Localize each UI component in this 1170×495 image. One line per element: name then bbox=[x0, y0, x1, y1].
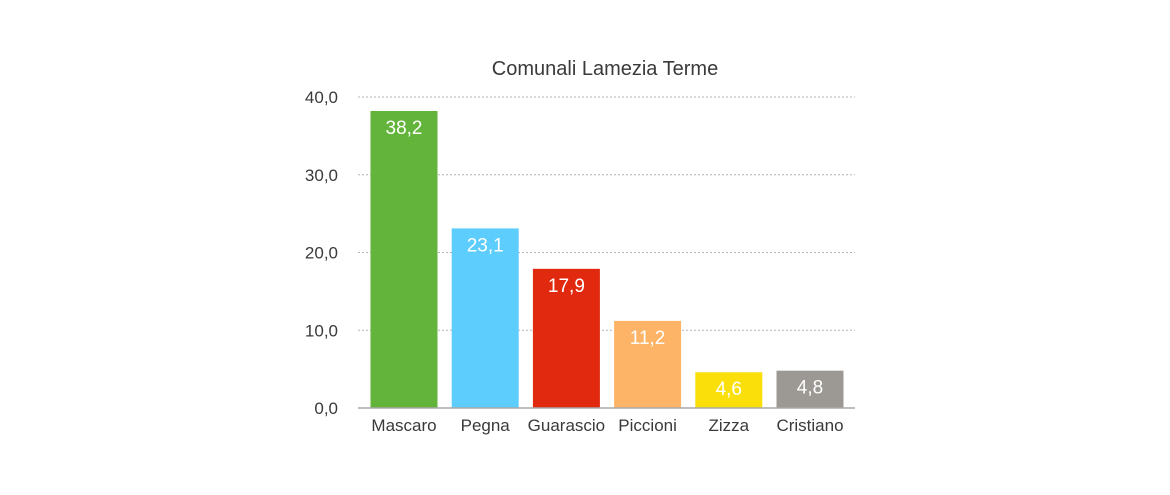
bar-mascaro bbox=[370, 110, 438, 409]
y-tick-label: 30,0 bbox=[305, 166, 338, 185]
category-label: Zizza bbox=[708, 416, 749, 435]
data-labels: 38,2 23,1 17,9 11,2 4,6 4,8 bbox=[386, 118, 824, 400]
data-label: 11,2 bbox=[630, 328, 666, 349]
data-label: 4,8 bbox=[797, 378, 823, 399]
data-label: 38,2 bbox=[386, 118, 423, 139]
data-label: 23,1 bbox=[467, 235, 504, 256]
data-label: 17,9 bbox=[548, 276, 585, 297]
category-label: Mascaro bbox=[371, 416, 436, 435]
bar-cristiano bbox=[776, 370, 844, 408]
chart-title: Comunali Lamezia Terme bbox=[492, 58, 718, 80]
category-label: Cristiano bbox=[776, 416, 843, 435]
gridlines bbox=[358, 96, 855, 331]
bar-guarascio bbox=[532, 268, 600, 408]
bars bbox=[370, 110, 844, 409]
bar-zizza bbox=[695, 372, 763, 408]
bar-piccioni bbox=[614, 320, 682, 408]
y-axis-ticks: 0,0 10,0 20,0 30,0 40,0 bbox=[305, 88, 338, 418]
data-label: 4,6 bbox=[716, 379, 742, 400]
category-label: Pegna bbox=[461, 416, 511, 435]
x-axis-categories: Mascaro Pegna Guarascio Piccioni Zizza Cristi… bbox=[371, 416, 843, 435]
y-tick-label: 10,0 bbox=[305, 321, 338, 340]
category-label: Piccioni bbox=[618, 416, 677, 435]
bar-pegna bbox=[451, 228, 519, 408]
y-tick-label: 40,0 bbox=[305, 88, 338, 107]
category-label: Guarascio bbox=[528, 416, 605, 435]
y-tick-label: 20,0 bbox=[305, 244, 338, 263]
y-tick-label: 0,0 bbox=[314, 399, 338, 418]
